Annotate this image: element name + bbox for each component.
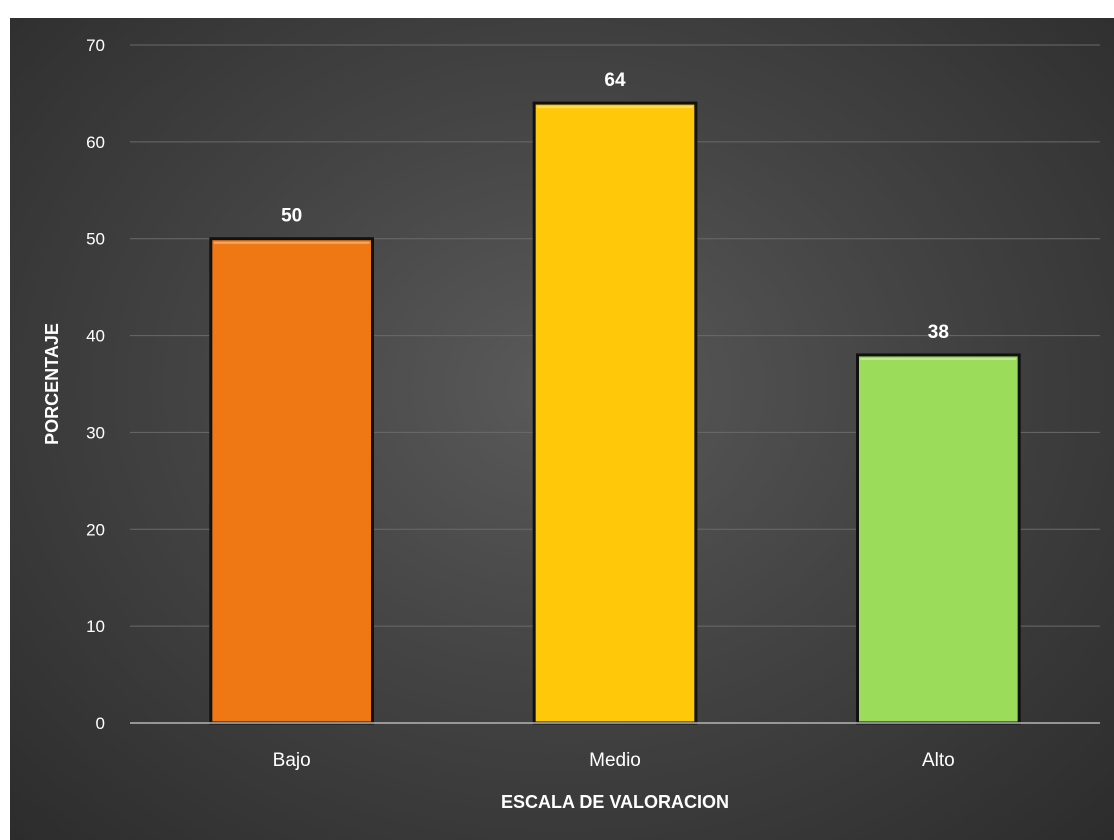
- x-tick-label-bajo: Bajo: [273, 750, 311, 771]
- y-tick-label: 30: [86, 423, 105, 442]
- bar-chart: 0 10 20 30 40 50 60 70 50 64 38 Bajo Medio Alto ESC…: [42, 36, 1100, 812]
- y-tick-label: 40: [86, 327, 105, 346]
- y-tick-label: 70: [86, 36, 105, 55]
- x-tick-label-alto: Alto: [922, 750, 955, 771]
- chart-area: 0 10 20 30 40 50 60 70 50 64 38 Bajo Medio Alto ESC…: [10, 18, 1114, 840]
- data-label-bajo: 50: [281, 206, 302, 227]
- bars: 50 64 38: [209, 70, 1021, 725]
- y-axis-title: PORCENTAJE: [42, 323, 62, 445]
- x-axis-title: ESCALA DE VALORACION: [501, 792, 729, 812]
- y-tick-label: 20: [86, 520, 105, 539]
- bar-bajo: [209, 237, 374, 725]
- y-axis-tick-labels: 0 10 20 30 40 50 60 70: [86, 36, 105, 733]
- y-tick-label: 60: [86, 133, 105, 152]
- y-tick-label: 0: [96, 714, 105, 733]
- y-tick-label: 10: [86, 617, 105, 636]
- data-label-alto: 38: [928, 322, 949, 343]
- x-axis-tick-labels: Bajo Medio Alto: [273, 750, 955, 771]
- data-label-medio: 64: [604, 70, 626, 91]
- bar-medio: [532, 101, 698, 725]
- bar-alto: [856, 353, 1021, 725]
- y-tick-label: 50: [86, 230, 105, 249]
- x-tick-label-medio: Medio: [589, 750, 641, 771]
